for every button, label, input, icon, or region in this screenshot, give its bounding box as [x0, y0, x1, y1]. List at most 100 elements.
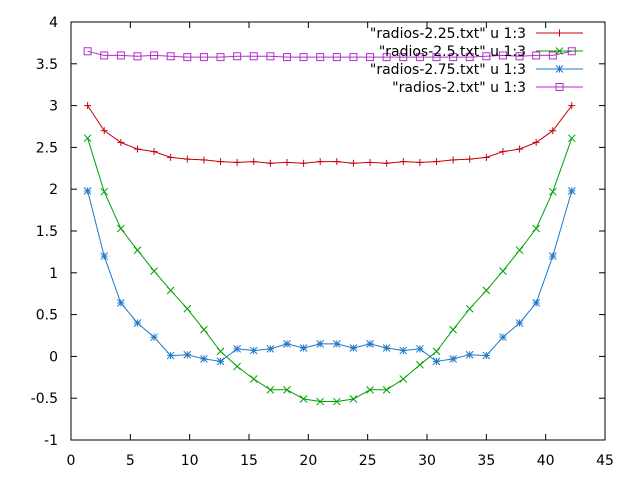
data-point	[84, 102, 92, 110]
data-point	[366, 385, 374, 394]
x-tick-label: 0	[67, 453, 76, 469]
data-point	[432, 347, 441, 356]
y-tick-label: 3.5	[36, 57, 58, 73]
data-point	[183, 304, 192, 313]
data-point	[116, 51, 125, 60]
legend-label: "radios-2.75.txt" u 1:3	[370, 62, 526, 78]
data-point	[349, 395, 358, 403]
x-tick-label: 15	[240, 453, 258, 469]
data-point	[549, 127, 557, 135]
data-point	[100, 252, 109, 260]
data-point	[233, 52, 242, 61]
data-point	[482, 286, 491, 295]
data-point	[183, 53, 192, 62]
y-tick-label: 4	[49, 15, 58, 31]
data-point	[432, 357, 441, 366]
data-point	[366, 158, 374, 166]
legend-label: "radios-2.5.txt" u 1:3	[379, 44, 526, 60]
y-tick-label: 2	[49, 182, 58, 198]
series-line	[87, 105, 573, 164]
data-point	[150, 333, 158, 342]
series-layer	[83, 47, 576, 406]
data-point	[249, 346, 258, 355]
data-point	[548, 51, 557, 60]
data-point	[250, 158, 258, 166]
data-point	[548, 252, 557, 260]
data-point	[150, 148, 158, 156]
y-tick-label: 2.5	[36, 140, 58, 156]
y-tick-label: 1	[49, 266, 58, 282]
data-point	[117, 138, 125, 146]
y-tick-label: 3	[49, 99, 58, 115]
data-point	[266, 52, 275, 61]
data-point	[416, 345, 424, 353]
data-point	[233, 158, 241, 166]
data-point	[567, 134, 576, 143]
data-point	[349, 159, 357, 167]
data-point	[216, 347, 225, 356]
data-point	[498, 51, 507, 60]
data-point	[300, 159, 308, 167]
data-point	[83, 134, 92, 143]
data-point	[366, 53, 375, 62]
data-point	[83, 187, 92, 195]
data-point	[83, 47, 92, 56]
data-point	[200, 355, 208, 363]
legend-marker	[556, 29, 563, 37]
data-point	[416, 360, 424, 369]
data-point	[449, 53, 458, 62]
data-point	[548, 187, 557, 196]
data-point	[399, 375, 408, 383]
data-point	[233, 345, 241, 353]
data-point	[299, 53, 308, 62]
data-point	[167, 153, 175, 161]
data-point	[449, 156, 457, 164]
data-point	[432, 53, 441, 62]
data-point	[515, 319, 524, 327]
x-tick-label: 45	[596, 453, 614, 469]
x-tick-label: 10	[181, 453, 199, 469]
data-point	[332, 53, 341, 62]
data-point	[316, 397, 325, 406]
data-point	[416, 158, 424, 166]
data-point	[399, 346, 408, 355]
data-point	[266, 345, 275, 353]
legend-label: "radios-2.txt" u 1:3	[392, 80, 526, 96]
data-point	[532, 299, 541, 307]
data-point	[283, 340, 291, 348]
data-point	[217, 158, 225, 166]
x-tick-label: 30	[418, 453, 436, 469]
x-tick-label: 35	[477, 453, 495, 469]
data-point	[482, 52, 491, 61]
data-point	[333, 158, 341, 166]
ticks-layer: 0 5 10 15 20 25 30 35 40 45 -1 -0.5 0 0.5 1 1.5 2 2.5 3 3.5…	[31, 15, 614, 469]
data-point	[183, 350, 192, 359]
data-point	[100, 51, 109, 60]
data-point	[382, 385, 391, 394]
data-point	[382, 53, 391, 62]
data-point	[567, 187, 576, 195]
data-point	[216, 53, 225, 62]
data-point	[383, 159, 391, 167]
data-point	[316, 340, 325, 348]
data-point	[116, 224, 125, 233]
legend-label: "radios-2.25.txt" u 1:3	[370, 26, 526, 42]
x-tick-label: 5	[126, 453, 135, 469]
data-point	[465, 350, 474, 359]
y-tick-label: 0	[49, 349, 58, 365]
legend: "radios-2.25.txt" u 1:3 "radios-2.5.txt" …	[370, 26, 583, 96]
data-point	[316, 53, 325, 62]
data-point	[532, 138, 540, 146]
data-point	[133, 145, 141, 153]
data-point	[465, 53, 474, 62]
data-point	[332, 397, 341, 406]
data-point	[482, 351, 491, 360]
data-point	[299, 344, 308, 352]
data-point	[366, 340, 374, 348]
legend-marker	[555, 47, 564, 55]
data-point	[100, 127, 108, 135]
data-point	[216, 357, 225, 366]
data-point	[399, 53, 408, 62]
data-point	[568, 102, 576, 110]
data-point	[349, 344, 358, 352]
